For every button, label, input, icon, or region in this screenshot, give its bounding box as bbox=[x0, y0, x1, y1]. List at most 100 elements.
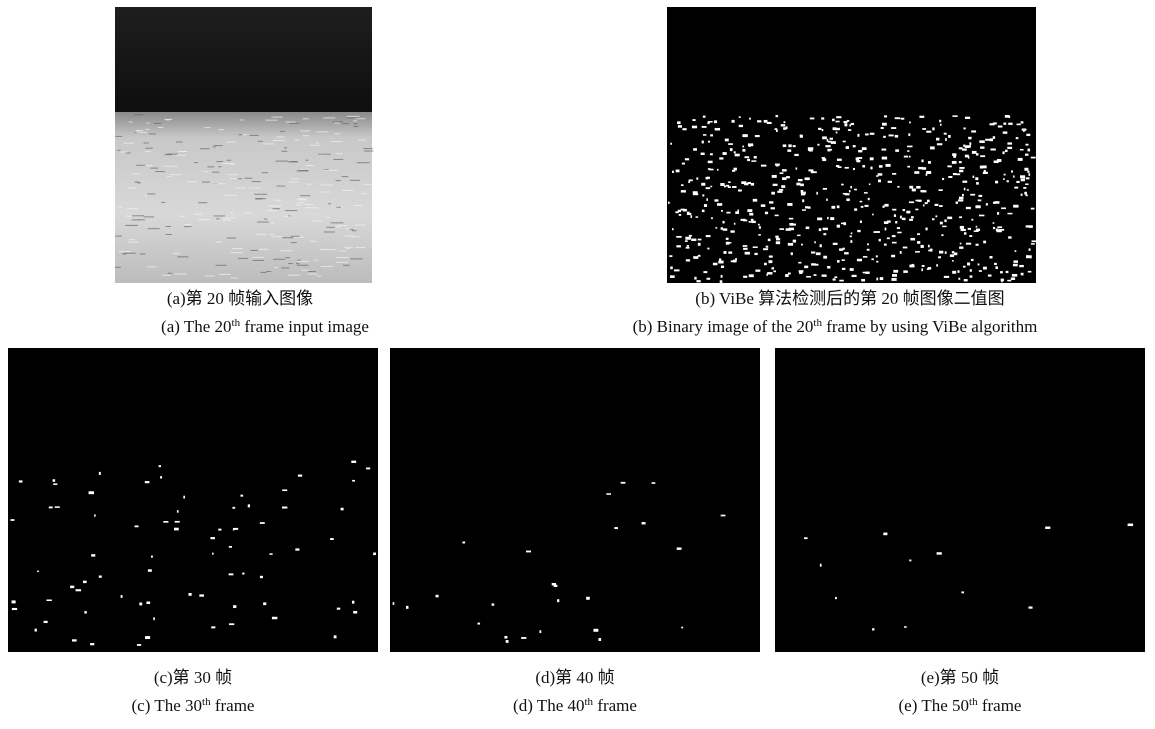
ripple bbox=[238, 178, 243, 179]
speckle bbox=[721, 210, 723, 212]
speckle bbox=[1031, 208, 1035, 210]
speckle bbox=[668, 202, 670, 204]
speckle bbox=[714, 120, 717, 123]
speckle bbox=[734, 151, 736, 153]
speckle bbox=[1027, 149, 1030, 152]
speckle bbox=[1020, 149, 1024, 151]
speckle bbox=[909, 122, 911, 124]
speckle bbox=[883, 136, 886, 138]
ripple bbox=[122, 254, 126, 255]
speckle bbox=[12, 608, 17, 610]
speckle bbox=[997, 226, 1002, 228]
ripple bbox=[154, 123, 162, 124]
speckle bbox=[1032, 240, 1036, 242]
speckle bbox=[897, 232, 901, 234]
ripple bbox=[334, 123, 340, 124]
ripple bbox=[333, 159, 343, 160]
speckle bbox=[706, 198, 708, 201]
speckle bbox=[1025, 195, 1027, 197]
ripple bbox=[240, 119, 244, 120]
speckle bbox=[787, 149, 791, 151]
ripple bbox=[238, 258, 248, 259]
speckle bbox=[94, 514, 96, 516]
speckle bbox=[734, 223, 736, 225]
speckle bbox=[835, 597, 837, 599]
speckle bbox=[936, 264, 938, 266]
speckle bbox=[1011, 170, 1013, 172]
speckle bbox=[1013, 264, 1018, 267]
speckle bbox=[906, 211, 910, 214]
speckle bbox=[775, 215, 779, 217]
speckle bbox=[755, 270, 760, 272]
ripple bbox=[282, 237, 293, 238]
ripple bbox=[342, 176, 349, 177]
speckle bbox=[909, 186, 913, 189]
speckle bbox=[696, 216, 699, 218]
ripple bbox=[115, 136, 122, 137]
speckle bbox=[779, 228, 784, 230]
speckle bbox=[917, 241, 920, 244]
speckle bbox=[683, 209, 687, 212]
speckle bbox=[823, 233, 826, 235]
ripple bbox=[363, 148, 372, 149]
speckle bbox=[691, 239, 696, 241]
speckle bbox=[819, 228, 822, 231]
speckle bbox=[593, 629, 598, 632]
caption-en: (c) The 30th frame bbox=[132, 696, 255, 715]
speckle bbox=[784, 121, 786, 123]
speckle bbox=[810, 118, 815, 120]
speckle bbox=[183, 496, 185, 499]
speckle bbox=[843, 141, 846, 143]
speckle bbox=[749, 213, 753, 216]
ripple bbox=[158, 127, 164, 128]
ripple bbox=[169, 174, 181, 175]
ripple bbox=[115, 236, 122, 237]
speckle bbox=[53, 479, 56, 482]
speckle bbox=[260, 522, 265, 524]
ripple bbox=[148, 228, 160, 229]
speckle bbox=[956, 173, 960, 175]
ripple bbox=[184, 226, 192, 227]
speckle bbox=[925, 202, 928, 204]
speckle bbox=[944, 133, 947, 135]
speckle bbox=[761, 204, 765, 207]
ripple bbox=[167, 176, 171, 177]
ripple bbox=[274, 200, 282, 201]
ripple bbox=[244, 212, 253, 213]
ripple bbox=[308, 207, 319, 208]
speckle bbox=[771, 192, 775, 195]
ripple bbox=[347, 116, 360, 117]
speckle bbox=[586, 597, 590, 600]
ripple bbox=[137, 182, 141, 183]
speckle bbox=[726, 185, 730, 187]
speckle bbox=[794, 154, 798, 156]
speckle bbox=[885, 228, 887, 231]
ripple bbox=[227, 238, 236, 239]
ripple bbox=[336, 257, 349, 258]
speckle bbox=[945, 138, 947, 141]
speckle bbox=[915, 200, 918, 202]
speckle bbox=[876, 175, 878, 177]
ripple bbox=[282, 151, 288, 152]
speckle bbox=[738, 189, 742, 191]
ripple bbox=[119, 251, 131, 252]
ripple bbox=[364, 151, 373, 152]
speckle bbox=[821, 117, 824, 119]
ripple bbox=[214, 215, 225, 216]
ripple bbox=[355, 225, 365, 226]
speckle bbox=[932, 127, 934, 130]
speckle bbox=[462, 541, 465, 543]
speckle bbox=[894, 214, 896, 217]
ripple bbox=[273, 259, 285, 260]
ripple bbox=[300, 195, 310, 196]
speckle bbox=[1005, 115, 1009, 118]
speckle bbox=[882, 157, 887, 160]
speckle bbox=[674, 269, 679, 271]
ripple bbox=[277, 186, 285, 187]
speckle bbox=[940, 124, 942, 126]
ripple bbox=[129, 239, 136, 240]
speckle bbox=[966, 207, 971, 209]
speckle bbox=[960, 226, 964, 228]
ripple bbox=[306, 184, 311, 185]
speckle bbox=[99, 576, 102, 578]
